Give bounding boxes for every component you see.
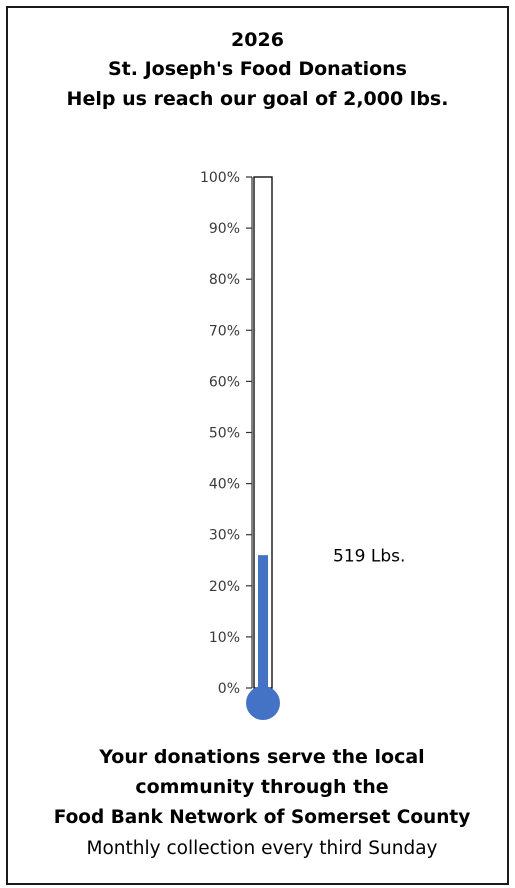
chart-title: St. Joseph's Food Donations — [108, 58, 407, 80]
data-label-lbs: 519 Lbs. — [333, 547, 405, 567]
y-tick-label: 20% — [209, 579, 240, 595]
y-tick-label: 50% — [209, 426, 240, 442]
y-tick-label: 100% — [200, 170, 240, 186]
goal-subtitle: Help us reach our goal of 2,000 lbs. — [66, 88, 449, 110]
poster-frame: 2026 St. Joseph's Food Donations Help us… — [6, 6, 509, 885]
y-tick-label: 60% — [209, 374, 240, 390]
y-tick-label: 30% — [209, 528, 240, 544]
thermometer-bulb — [246, 686, 280, 720]
title-block: 2026 St. Joseph's Food Donations Help us… — [8, 26, 507, 114]
y-tick-label: 40% — [209, 477, 240, 493]
y-tick-label: 0% — [218, 681, 240, 697]
y-tick-label: 90% — [209, 221, 240, 237]
footer-line-4: Monthly collection every third Sunday — [86, 838, 438, 859]
y-tick-label: 10% — [209, 630, 240, 646]
thermometer-chart: 0% 10% 20% 30% 40% 50% 60% 70% 80% 90% 100% 519 Lbs… — [200, 170, 405, 720]
y-tick-label: 80% — [209, 272, 240, 288]
y-tick-label: 70% — [209, 323, 240, 339]
progress-bar — [258, 555, 268, 694]
footer: Your donations serve the local community… — [8, 742, 507, 864]
footer-line-1: Your donations serve the local — [99, 746, 425, 768]
title-year: 2026 — [231, 29, 284, 51]
footer-line-3: Food Bank Network of Somerset County — [53, 807, 471, 828]
footer-line-2: community through the — [135, 776, 389, 798]
